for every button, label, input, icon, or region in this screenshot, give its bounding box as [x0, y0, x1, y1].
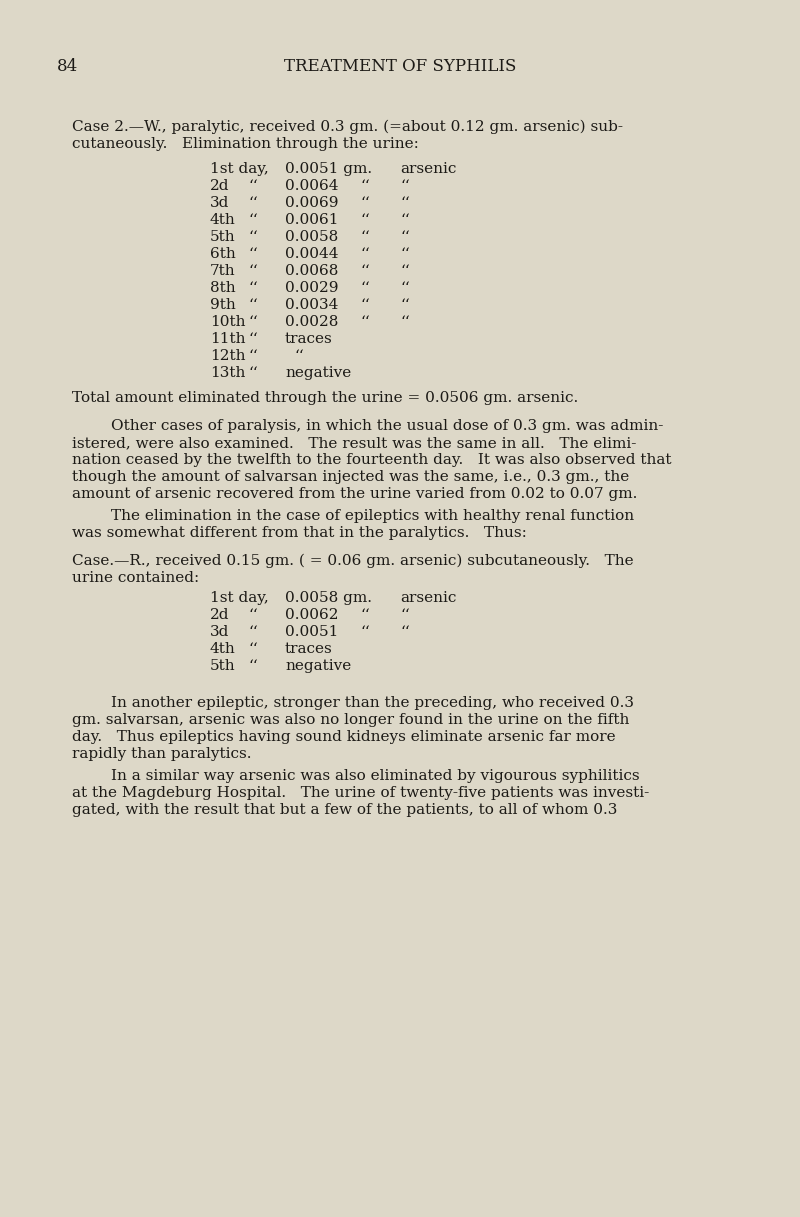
Text: 4th: 4th: [210, 213, 236, 228]
Text: 0.0029: 0.0029: [285, 281, 338, 295]
Text: ‘‘: ‘‘: [248, 658, 258, 673]
Text: ‘‘: ‘‘: [248, 179, 258, 194]
Text: cutaneously.   Elimination through the urine:: cutaneously. Elimination through the uri…: [72, 138, 419, 151]
Text: istered, were also examined.   The result was the same in all.   The elimi-: istered, were also examined. The result …: [72, 436, 636, 450]
Text: Other cases of paralysis, in which the usual dose of 0.3 gm. was admin-: Other cases of paralysis, in which the u…: [72, 419, 663, 433]
Text: ‘‘: ‘‘: [248, 608, 258, 622]
Text: 84: 84: [57, 58, 78, 75]
Text: ‘‘: ‘‘: [248, 264, 258, 277]
Text: 6th: 6th: [210, 247, 236, 260]
Text: traces: traces: [285, 332, 333, 346]
Text: 4th: 4th: [210, 643, 236, 656]
Text: ‘‘: ‘‘: [400, 213, 410, 228]
Text: Total amount eliminated through the urine = 0.0506 gm. arsenic.: Total amount eliminated through the urin…: [72, 391, 578, 405]
Text: negative: negative: [285, 658, 351, 673]
Text: TREATMENT OF SYPHILIS: TREATMENT OF SYPHILIS: [284, 58, 516, 75]
Text: ‘‘: ‘‘: [400, 626, 410, 639]
Text: ‘‘: ‘‘: [400, 281, 410, 295]
Text: ‘‘: ‘‘: [400, 179, 410, 194]
Text: ‘‘: ‘‘: [248, 626, 258, 639]
Text: ‘‘: ‘‘: [360, 196, 370, 211]
Text: 5th: 5th: [210, 658, 236, 673]
Text: 8th: 8th: [210, 281, 236, 295]
Text: 0.0064: 0.0064: [285, 179, 338, 194]
Text: arsenic: arsenic: [400, 591, 456, 605]
Text: gm. salvarsan, arsenic was also no longer found in the urine on the fifth: gm. salvarsan, arsenic was also no longe…: [72, 713, 630, 727]
Text: 0.0069: 0.0069: [285, 196, 338, 211]
Text: ‘‘: ‘‘: [248, 196, 258, 211]
Text: 9th: 9th: [210, 298, 236, 312]
Text: ‘‘: ‘‘: [360, 315, 370, 329]
Text: 10th: 10th: [210, 315, 246, 329]
Text: ‘‘: ‘‘: [248, 643, 258, 656]
Text: gated, with the result that but a few of the patients, to all of whom 0.3: gated, with the result that but a few of…: [72, 803, 618, 817]
Text: ‘‘: ‘‘: [400, 230, 410, 243]
Text: In a similar way arsenic was also eliminated by vigourous syphilitics: In a similar way arsenic was also elimin…: [72, 769, 640, 783]
Text: ‘‘: ‘‘: [360, 230, 370, 243]
Text: 0.0058 gm.: 0.0058 gm.: [285, 591, 372, 605]
Text: ‘‘: ‘‘: [400, 247, 410, 260]
Text: 0.0044: 0.0044: [285, 247, 338, 260]
Text: ‘‘: ‘‘: [248, 366, 258, 380]
Text: ‘‘: ‘‘: [400, 298, 410, 312]
Text: ‘‘: ‘‘: [248, 281, 258, 295]
Text: The elimination in the case of epileptics with healthy renal function: The elimination in the case of epileptic…: [72, 509, 634, 523]
Text: 0.0061: 0.0061: [285, 213, 338, 228]
Text: In another epileptic, stronger than the preceding, who received 0.3: In another epileptic, stronger than the …: [72, 696, 634, 710]
Text: 11th: 11th: [210, 332, 246, 346]
Text: urine contained:: urine contained:: [72, 571, 199, 585]
Text: 7th: 7th: [210, 264, 236, 277]
Text: 2d: 2d: [210, 179, 230, 194]
Text: 13th: 13th: [210, 366, 246, 380]
Text: ‘‘: ‘‘: [248, 230, 258, 243]
Text: was somewhat different from that in the paralytics.   Thus:: was somewhat different from that in the …: [72, 526, 527, 540]
Text: traces: traces: [285, 643, 333, 656]
Text: ‘‘: ‘‘: [360, 281, 370, 295]
Text: 0.0068: 0.0068: [285, 264, 338, 277]
Text: ‘‘: ‘‘: [360, 179, 370, 194]
Text: ‘‘: ‘‘: [295, 349, 305, 363]
Text: ‘‘: ‘‘: [400, 264, 410, 277]
Text: 0.0034: 0.0034: [285, 298, 338, 312]
Text: 3d: 3d: [210, 196, 230, 211]
Text: rapidly than paralytics.: rapidly than paralytics.: [72, 747, 251, 761]
Text: ‘‘: ‘‘: [248, 213, 258, 228]
Text: ‘‘: ‘‘: [248, 349, 258, 363]
Text: arsenic: arsenic: [400, 162, 456, 176]
Text: ‘‘: ‘‘: [248, 315, 258, 329]
Text: 2d: 2d: [210, 608, 230, 622]
Text: ‘‘: ‘‘: [248, 298, 258, 312]
Text: ‘‘: ‘‘: [248, 247, 258, 260]
Text: Case.—R., received 0.15 gm. ( = 0.06 gm. arsenic) subcutaneously.   The: Case.—R., received 0.15 gm. ( = 0.06 gm.…: [72, 554, 634, 568]
Text: 0.0062: 0.0062: [285, 608, 338, 622]
Text: ‘‘: ‘‘: [360, 608, 370, 622]
Text: ‘‘: ‘‘: [360, 213, 370, 228]
Text: 0.0051: 0.0051: [285, 626, 338, 639]
Text: 0.0028: 0.0028: [285, 315, 338, 329]
Text: ‘‘: ‘‘: [248, 332, 258, 346]
Text: 1st day,: 1st day,: [210, 591, 269, 605]
Text: day.   Thus epileptics having sound kidneys eliminate arsenic far more: day. Thus epileptics having sound kidney…: [72, 730, 616, 744]
Text: though the amount of salvarsan injected was the same, i.e., 0.3 gm., the: though the amount of salvarsan injected …: [72, 470, 630, 484]
Text: 0.0058: 0.0058: [285, 230, 338, 243]
Text: 0.0051 gm.: 0.0051 gm.: [285, 162, 372, 176]
Text: at the Magdeburg Hospital.   The urine of twenty-five patients was investi-: at the Magdeburg Hospital. The urine of …: [72, 786, 650, 800]
Text: ‘‘: ‘‘: [360, 626, 370, 639]
Text: Case 2.—W., paralytic, received 0.3 gm. (=about 0.12 gm. arsenic) sub-: Case 2.—W., paralytic, received 0.3 gm. …: [72, 120, 623, 134]
Text: nation ceased by the twelfth to the fourteenth day.   It was also observed that: nation ceased by the twelfth to the four…: [72, 453, 671, 467]
Text: ‘‘: ‘‘: [360, 298, 370, 312]
Text: 12th: 12th: [210, 349, 246, 363]
Text: ‘‘: ‘‘: [400, 315, 410, 329]
Text: ‘‘: ‘‘: [400, 196, 410, 211]
Text: 1st day,: 1st day,: [210, 162, 269, 176]
Text: amount of arsenic recovered from the urine varied from 0.02 to 0.07 gm.: amount of arsenic recovered from the uri…: [72, 487, 638, 501]
Text: 3d: 3d: [210, 626, 230, 639]
Text: ‘‘: ‘‘: [360, 264, 370, 277]
Text: ‘‘: ‘‘: [400, 608, 410, 622]
Text: 5th: 5th: [210, 230, 236, 243]
Text: negative: negative: [285, 366, 351, 380]
Text: ‘‘: ‘‘: [360, 247, 370, 260]
